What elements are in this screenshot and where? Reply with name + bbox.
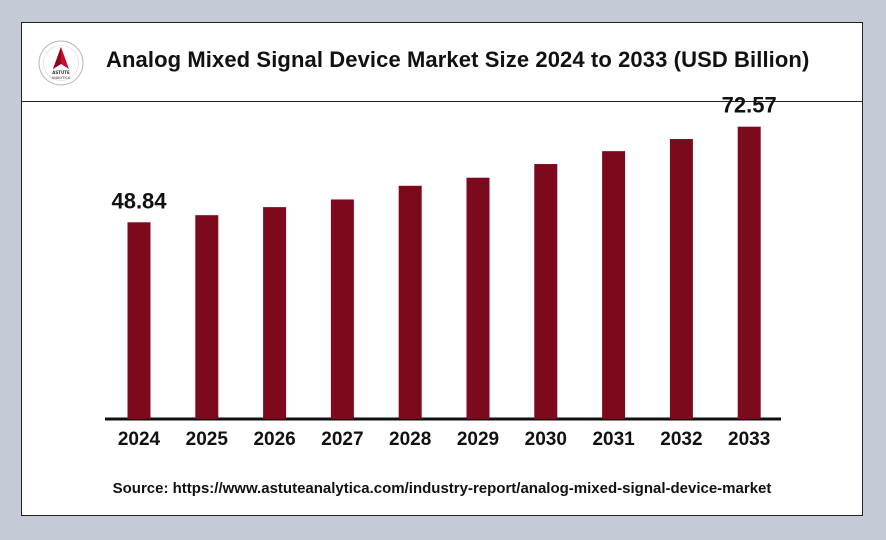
bar-2028 xyxy=(398,185,422,419)
bar-2024 xyxy=(127,222,151,419)
bar-2030 xyxy=(534,164,558,419)
bar-2026 xyxy=(263,207,287,419)
x-tick-label-2027: 2027 xyxy=(321,429,363,450)
x-tick-label-2025: 2025 xyxy=(186,429,229,450)
data-label-2033: 72.57 xyxy=(722,93,777,118)
bar-2025 xyxy=(195,215,219,419)
bar-2033 xyxy=(737,126,761,419)
x-tick-label-2026: 2026 xyxy=(253,429,295,450)
x-tick-label-2032: 2032 xyxy=(660,429,702,450)
bar-2027 xyxy=(330,199,354,419)
x-tick-label-2029: 2029 xyxy=(457,429,499,450)
source-text: Source: https://www.astuteanalytica.com/… xyxy=(112,480,772,497)
chart-header: ASTUTE ANALYTICA Analog Mixed Signal Dev… xyxy=(22,23,862,102)
x-tick-label-2030: 2030 xyxy=(525,429,567,450)
x-tick-label-2033: 2033 xyxy=(728,429,770,450)
x-tick-label-2024: 2024 xyxy=(118,429,161,450)
astute-analytica-logo-icon: ASTUTE ANALYTICA xyxy=(38,40,84,86)
svg-text:ANALYTICA: ANALYTICA xyxy=(52,76,71,80)
chart-card: ASTUTE ANALYTICA Analog Mixed Signal Dev… xyxy=(21,22,863,516)
bar-chart: 2024 48.84 2025 2026 2027 2028 2029 2030 2031 203… xyxy=(105,93,781,450)
bar-2031 xyxy=(602,151,626,419)
chart-title: Analog Mixed Signal Device Market Size 2… xyxy=(106,47,810,72)
x-tick-label-2028: 2028 xyxy=(389,429,431,450)
bar-2032 xyxy=(669,139,693,419)
bar-2029 xyxy=(466,177,490,419)
svg-text:ASTUTE: ASTUTE xyxy=(52,70,70,75)
data-label-2024: 48.84 xyxy=(111,188,167,213)
x-tick-label-2031: 2031 xyxy=(592,429,635,450)
